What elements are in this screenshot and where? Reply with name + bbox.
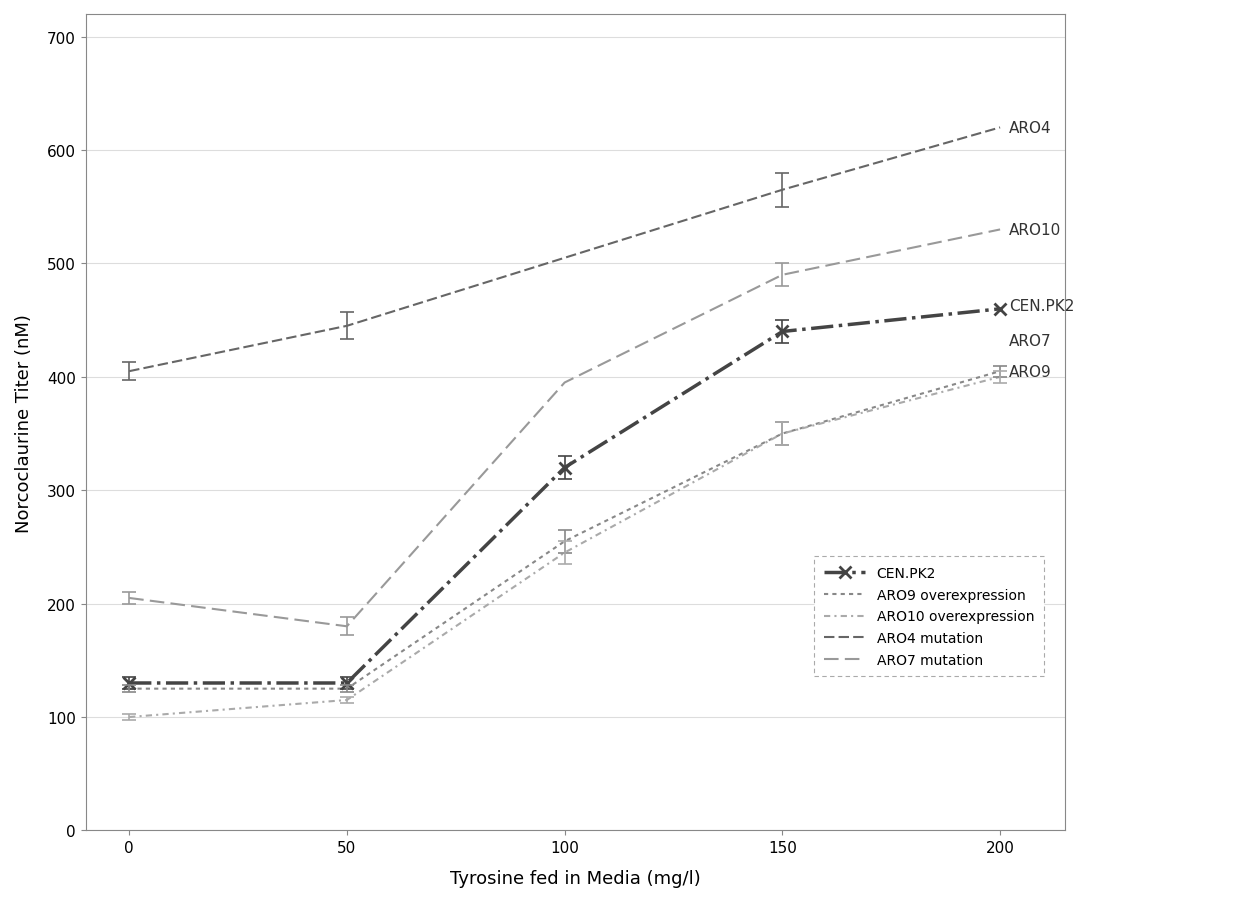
Text: ARO7: ARO7 [1009, 334, 1052, 349]
Text: ARO9: ARO9 [1009, 364, 1052, 379]
Legend: CEN.PK2, ARO9 overexpression, ARO10 overexpression, ARO4 mutation, ARO7 mutation: CEN.PK2, ARO9 overexpression, ARO10 over… [814, 557, 1043, 676]
Text: ARO10: ARO10 [1009, 223, 1061, 237]
X-axis label: Tyrosine fed in Media (mg/l): Tyrosine fed in Media (mg/l) [450, 869, 701, 887]
Text: ARO4: ARO4 [1009, 121, 1052, 135]
Y-axis label: Norcoclaurine Titer (nM): Norcoclaurine Titer (nM) [15, 313, 33, 532]
Text: CEN.PK2: CEN.PK2 [1009, 299, 1074, 314]
